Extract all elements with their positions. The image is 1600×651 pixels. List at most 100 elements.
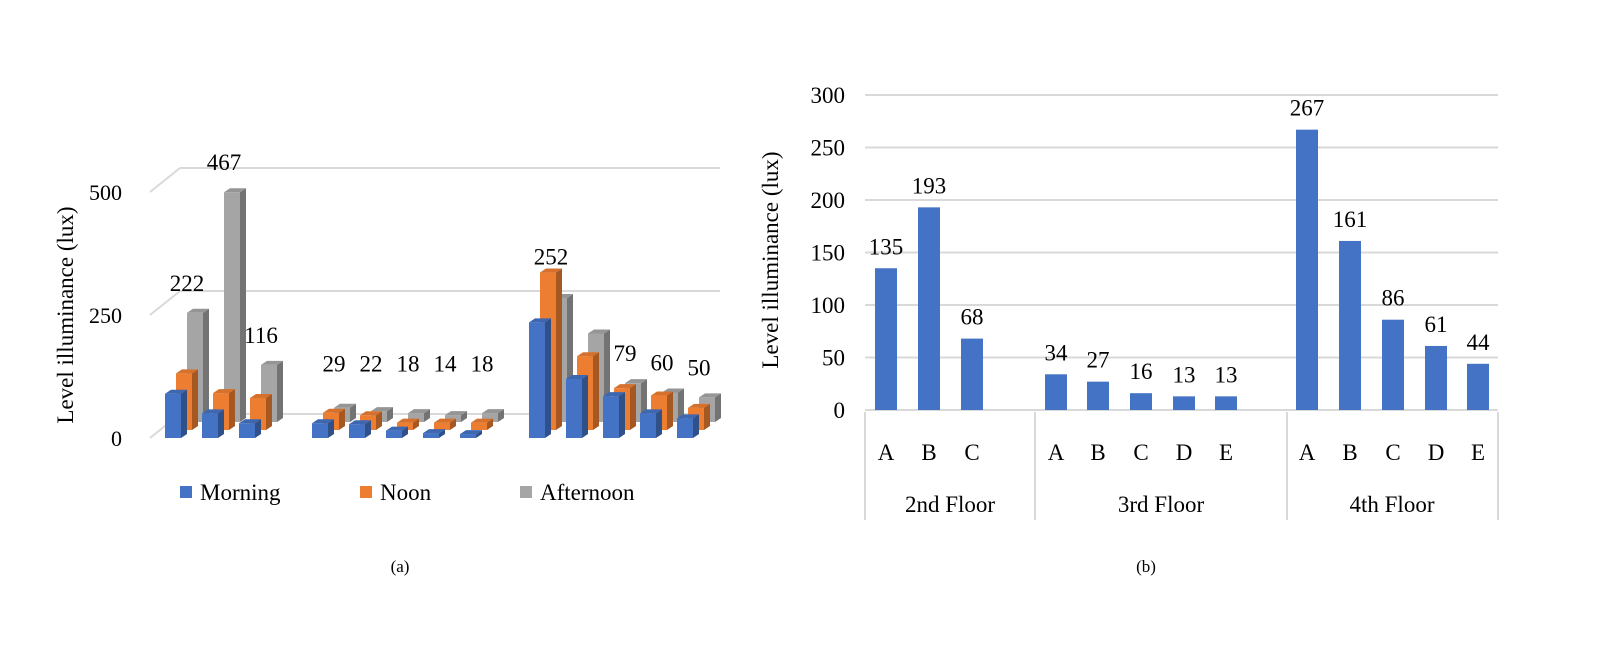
y-tick-label: 250 (89, 303, 122, 328)
bar-front (349, 424, 365, 438)
group-label: 4th Floor (1350, 492, 1435, 517)
bar-front (471, 422, 487, 430)
bar-side (192, 369, 198, 430)
bar-top (176, 369, 198, 374)
caption-a: (a) (391, 557, 410, 576)
bar-top (334, 403, 356, 408)
y-tick-label: 500 (89, 180, 122, 205)
bar-morning (202, 409, 224, 438)
bar (1382, 319, 1404, 410)
bar-top (360, 411, 382, 416)
data-label: 13 (1215, 362, 1238, 387)
bar-morning (312, 419, 334, 438)
chart-b: 0 50 100 150 200 250 300 Level illuminance (lux… (758, 83, 1499, 576)
bar-front (434, 422, 450, 430)
data-label: 79 (614, 341, 637, 366)
bar-top (224, 188, 246, 193)
data-label: 50 (688, 355, 711, 380)
bar-top (529, 318, 551, 323)
y-tick-label: 150 (811, 241, 846, 266)
bar-morning (423, 429, 445, 438)
bar-side (582, 374, 588, 438)
data-label: 193 (912, 173, 947, 198)
bar-top (640, 409, 662, 414)
bar-top (250, 394, 272, 399)
bar-top (577, 352, 599, 357)
bar-front (529, 322, 545, 438)
bar-morning (386, 426, 408, 438)
bar-side (619, 392, 625, 438)
bar-side (545, 318, 551, 438)
data-label: 267 (1290, 96, 1325, 121)
bar-top (312, 419, 334, 424)
bar-side (424, 409, 430, 422)
bar-side (556, 268, 562, 430)
bar-side (402, 426, 408, 438)
bar-morning (529, 318, 551, 438)
legend-label: Afternoon (540, 480, 635, 505)
bar-side (476, 430, 482, 438)
bar-top (349, 420, 371, 425)
bar-top (625, 379, 647, 384)
x-tick-label: B (1342, 440, 1357, 465)
bar (1173, 396, 1195, 410)
bar-front (603, 396, 619, 438)
data-label: 135 (869, 234, 904, 259)
x-tick-label: D (1428, 440, 1445, 465)
bar-top (460, 430, 482, 435)
bar-side (498, 409, 504, 422)
bar-front (408, 413, 424, 422)
x-tick-label: C (964, 440, 979, 465)
x-tick-label: C (1385, 440, 1400, 465)
bar-top (386, 426, 408, 431)
bar-top (662, 388, 684, 393)
legend-swatch (520, 486, 532, 498)
y-tick-label: 0 (834, 398, 846, 423)
bar-front (423, 433, 439, 438)
data-label: 60 (651, 350, 674, 375)
bar-top (588, 329, 610, 334)
gridline-a (149, 167, 181, 193)
bar-front (239, 423, 255, 438)
bar-top (261, 360, 283, 365)
bar-front (202, 413, 218, 438)
bar-top (371, 407, 393, 412)
data-label: 61 (1425, 312, 1448, 337)
bar-front (640, 413, 656, 438)
bar-side (593, 352, 599, 430)
bar-front (165, 393, 181, 438)
legend-swatch (180, 486, 192, 498)
bar-side (461, 411, 467, 422)
bar-morning (460, 430, 482, 438)
bar-top (651, 391, 673, 396)
bar (1130, 393, 1152, 410)
bar-side (413, 418, 419, 430)
bar-top (614, 384, 636, 389)
bar-side (704, 403, 710, 430)
bar-front (312, 423, 328, 438)
bar-side (693, 414, 699, 438)
data-label: 44 (1467, 330, 1491, 355)
bar-noon (397, 418, 419, 430)
caption-b: (b) (1136, 557, 1156, 576)
bar-top (239, 419, 261, 424)
bar (1425, 345, 1447, 410)
bar-morning (239, 419, 261, 438)
x-tick-label: D (1176, 440, 1193, 465)
data-label: 222 (170, 271, 205, 296)
bar (1467, 363, 1489, 410)
bar-front (224, 192, 240, 422)
bar-top (540, 268, 562, 273)
data-label: 467 (207, 150, 242, 175)
data-label: 86 (1382, 286, 1405, 311)
bar-top (187, 308, 209, 313)
bar-morning (165, 389, 187, 438)
bar-afternoon (482, 409, 504, 422)
bar (961, 338, 983, 410)
bar (1296, 129, 1318, 410)
bar-afternoon (445, 411, 467, 422)
legend-label: Morning (200, 480, 281, 505)
bar-side (339, 408, 345, 430)
x-tick-label: B (1090, 440, 1105, 465)
bar-top (482, 409, 504, 414)
